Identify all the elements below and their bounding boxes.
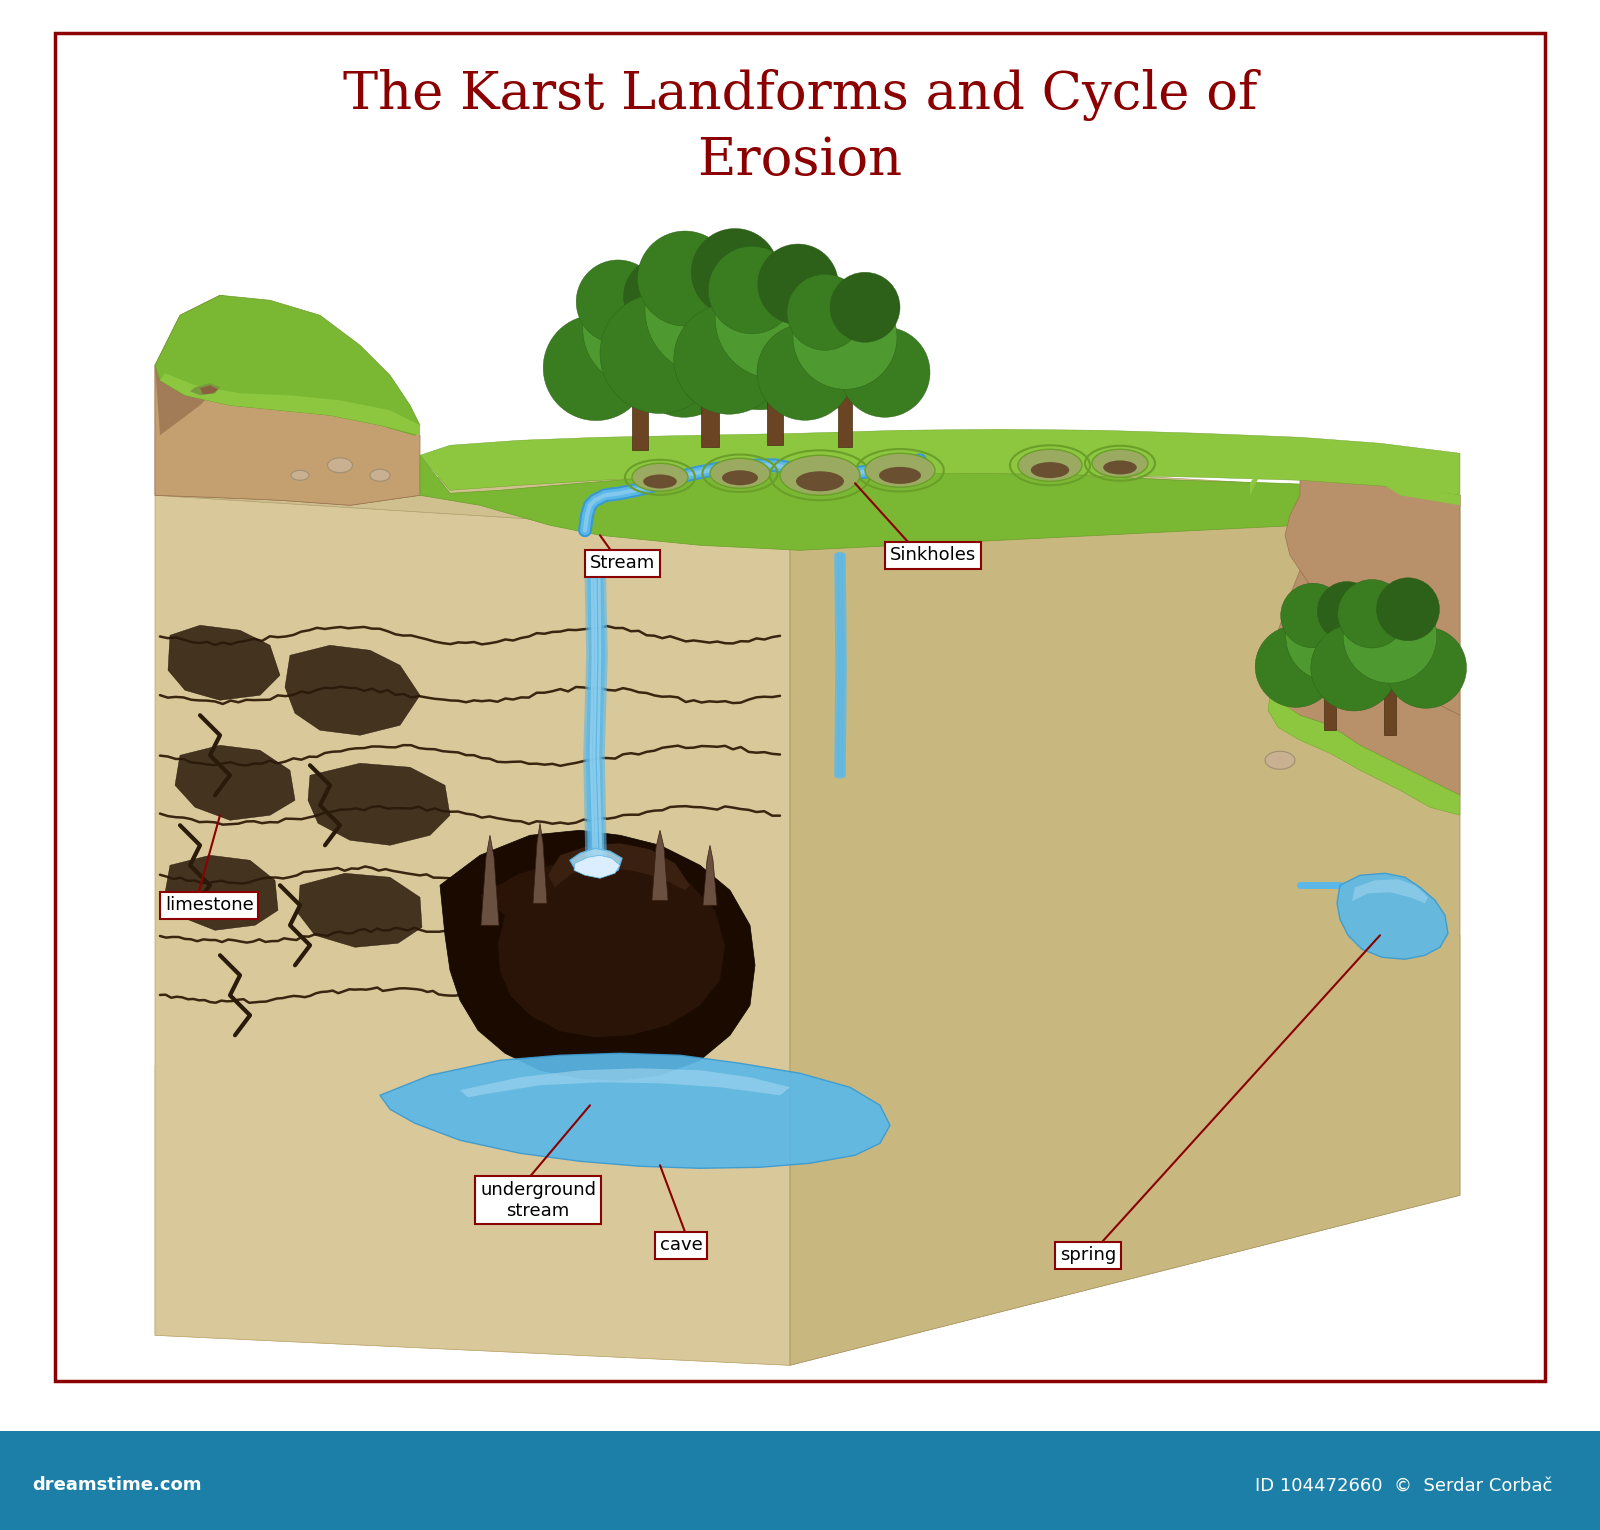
Circle shape bbox=[1317, 581, 1376, 641]
Text: dreamstime.com: dreamstime.com bbox=[32, 1476, 202, 1495]
Ellipse shape bbox=[781, 456, 861, 496]
Polygon shape bbox=[419, 430, 1459, 496]
Circle shape bbox=[635, 318, 733, 418]
Circle shape bbox=[1386, 627, 1467, 708]
Circle shape bbox=[757, 324, 853, 421]
Circle shape bbox=[787, 274, 862, 350]
Ellipse shape bbox=[866, 453, 934, 487]
Circle shape bbox=[709, 246, 795, 334]
Circle shape bbox=[1344, 589, 1437, 682]
Ellipse shape bbox=[1091, 450, 1149, 477]
Text: limestone: limestone bbox=[165, 897, 254, 915]
Text: Erosion: Erosion bbox=[698, 135, 902, 185]
Ellipse shape bbox=[643, 474, 677, 488]
Polygon shape bbox=[155, 311, 419, 505]
Text: spring: spring bbox=[1059, 1247, 1117, 1264]
Circle shape bbox=[1280, 583, 1346, 647]
Polygon shape bbox=[381, 1053, 890, 1169]
Text: Stream: Stream bbox=[590, 554, 656, 572]
Ellipse shape bbox=[1104, 461, 1136, 474]
Circle shape bbox=[1256, 626, 1338, 707]
Bar bbox=[632, 390, 648, 450]
Circle shape bbox=[624, 257, 701, 335]
Ellipse shape bbox=[797, 471, 845, 491]
Circle shape bbox=[691, 228, 779, 317]
Ellipse shape bbox=[878, 467, 922, 483]
Circle shape bbox=[1286, 592, 1374, 681]
Polygon shape bbox=[160, 373, 419, 435]
Polygon shape bbox=[155, 496, 790, 1365]
Polygon shape bbox=[168, 626, 280, 701]
Polygon shape bbox=[419, 456, 1459, 551]
Circle shape bbox=[715, 259, 835, 378]
Polygon shape bbox=[482, 835, 499, 926]
Polygon shape bbox=[1270, 571, 1459, 796]
Polygon shape bbox=[653, 831, 669, 900]
Polygon shape bbox=[790, 496, 1459, 1365]
Polygon shape bbox=[307, 763, 450, 845]
Circle shape bbox=[830, 272, 899, 343]
Circle shape bbox=[582, 272, 698, 387]
Polygon shape bbox=[440, 831, 755, 1080]
Ellipse shape bbox=[370, 470, 390, 482]
Circle shape bbox=[1326, 629, 1402, 705]
Circle shape bbox=[770, 308, 872, 410]
Circle shape bbox=[544, 315, 650, 421]
Text: underground
stream: underground stream bbox=[480, 1181, 595, 1219]
Ellipse shape bbox=[632, 464, 688, 491]
Circle shape bbox=[704, 297, 816, 410]
Ellipse shape bbox=[722, 470, 758, 485]
Polygon shape bbox=[200, 386, 218, 395]
Circle shape bbox=[840, 327, 930, 418]
Polygon shape bbox=[702, 845, 717, 906]
Circle shape bbox=[674, 304, 784, 415]
Circle shape bbox=[576, 260, 659, 344]
Text: The Karst Landforms and Cycle of: The Karst Landforms and Cycle of bbox=[342, 69, 1258, 121]
Polygon shape bbox=[190, 384, 221, 395]
Polygon shape bbox=[533, 823, 547, 903]
Polygon shape bbox=[570, 848, 622, 875]
Circle shape bbox=[637, 231, 733, 326]
Polygon shape bbox=[155, 295, 419, 505]
Text: cave: cave bbox=[661, 1236, 702, 1255]
Polygon shape bbox=[298, 874, 422, 947]
Ellipse shape bbox=[710, 459, 770, 488]
Polygon shape bbox=[155, 456, 1459, 536]
Polygon shape bbox=[574, 855, 621, 878]
Bar bbox=[1384, 685, 1397, 736]
Polygon shape bbox=[1267, 695, 1459, 815]
Ellipse shape bbox=[1018, 450, 1082, 482]
Circle shape bbox=[794, 285, 898, 389]
Ellipse shape bbox=[1266, 751, 1294, 770]
Polygon shape bbox=[155, 311, 250, 435]
Polygon shape bbox=[155, 295, 419, 435]
Polygon shape bbox=[1250, 450, 1459, 505]
Polygon shape bbox=[1285, 445, 1459, 716]
Polygon shape bbox=[547, 843, 690, 890]
Bar bbox=[838, 392, 851, 447]
Bar bbox=[701, 378, 718, 447]
Polygon shape bbox=[1338, 874, 1448, 959]
Circle shape bbox=[1376, 578, 1440, 641]
Circle shape bbox=[645, 245, 774, 375]
Polygon shape bbox=[1352, 880, 1429, 903]
Ellipse shape bbox=[328, 457, 352, 473]
Bar bbox=[766, 382, 782, 445]
Polygon shape bbox=[480, 857, 725, 1037]
Polygon shape bbox=[165, 855, 278, 930]
Text: ID 104472660  ©  Serdar Corbač: ID 104472660 © Serdar Corbač bbox=[1254, 1476, 1552, 1495]
Bar bbox=[1325, 684, 1336, 730]
Polygon shape bbox=[155, 935, 1459, 1365]
Circle shape bbox=[1310, 624, 1397, 711]
Polygon shape bbox=[174, 745, 294, 820]
Polygon shape bbox=[285, 646, 419, 736]
Polygon shape bbox=[461, 1068, 790, 1097]
Circle shape bbox=[758, 243, 838, 324]
Ellipse shape bbox=[291, 470, 309, 480]
Circle shape bbox=[600, 294, 720, 413]
Ellipse shape bbox=[1030, 462, 1069, 477]
Text: Sinkholes: Sinkholes bbox=[890, 546, 976, 565]
Circle shape bbox=[1338, 580, 1406, 649]
